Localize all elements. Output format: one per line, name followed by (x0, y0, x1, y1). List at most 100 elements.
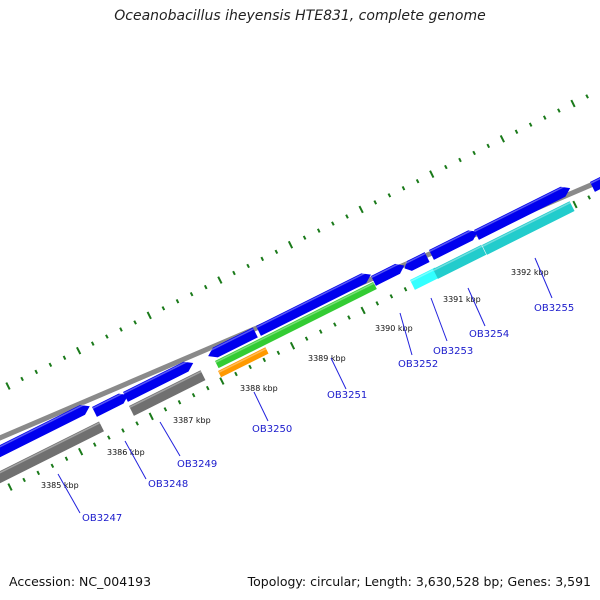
gene-arrow-inner-orange (218, 347, 269, 378)
outer-tick (189, 291, 194, 297)
inner-tick (78, 447, 84, 456)
outer-tick (444, 164, 448, 170)
gene-arrow-inner-cyan-1-shade (433, 245, 483, 272)
gene-arrow-ob3249 (123, 361, 194, 402)
inner-tick (148, 412, 154, 421)
outer-tick (458, 157, 462, 163)
gene-arrow-inner-green (215, 281, 377, 369)
gene-arrow-ob3255 (474, 186, 571, 240)
inner-tick (276, 350, 281, 356)
gene-arrow-ob3251-shade (256, 272, 366, 329)
outer-tick (48, 362, 53, 368)
gene-label: OB3248 (148, 479, 188, 490)
outer-tick (358, 205, 364, 214)
inner-tick (375, 301, 380, 306)
gene-label-connector (159, 421, 181, 457)
outer-tick (514, 129, 519, 134)
gene-arrow-ob3254-shade (429, 229, 473, 253)
gene-label: OB3249 (177, 459, 217, 470)
outer-tick (274, 249, 279, 255)
inner-tick (262, 357, 267, 363)
outer-tick (20, 376, 24, 382)
gene-label: OB3247 (82, 513, 122, 524)
gene-arrow-inner-cyan-1 (433, 244, 487, 279)
gene-arrow-inner-green-shade (215, 282, 375, 364)
scale-labels: 3385 kbp 3386 kbp 3387 kbp 3388 kbp 3389 kbp… (41, 268, 549, 490)
gene-label: OB3252 (398, 359, 438, 370)
outer-tick (486, 143, 491, 149)
outer-tick (429, 170, 435, 178)
inner-tick (289, 341, 296, 350)
gene-arrow-inner-orange-shade (218, 347, 267, 374)
outer-tick (217, 276, 223, 284)
gene-arrow-ob3252 (371, 263, 405, 286)
inner-tick (36, 470, 41, 476)
scale-label: 3391 kbp (443, 295, 481, 304)
gene-arrow-ob3248-shade (92, 392, 123, 410)
gene-arrow-inner-gray-2-shade (129, 370, 202, 409)
outer-tick (246, 263, 250, 269)
inner-tick (121, 428, 125, 433)
outer-tick (472, 150, 476, 156)
gene-arrow-inner-light-cyan-shade (410, 268, 437, 283)
gene-arrow-ob3247 (0, 404, 90, 458)
gene-label-connector (430, 297, 448, 342)
outer-tick (331, 221, 335, 226)
gene-arrow-inner-gray-1-shade (0, 422, 101, 474)
gene-label-connector (57, 473, 81, 514)
outer-tick (133, 320, 137, 325)
outer-tick (570, 99, 576, 108)
gene-label-connector (124, 440, 147, 480)
inner-tick (22, 477, 26, 483)
gene-features (0, 176, 600, 484)
inner-tick (64, 456, 69, 461)
outer-tick (316, 228, 321, 233)
gene-arrow-inner-light-cyan (410, 267, 440, 290)
scale-label: 3390 kbp (375, 324, 413, 333)
inner-tick (205, 385, 210, 391)
outer-tick (542, 115, 547, 120)
inner-tick (360, 306, 366, 315)
outer-tick (260, 256, 265, 262)
inner-tick (234, 371, 238, 377)
inner-tick (389, 294, 394, 299)
inner-tick (304, 336, 309, 341)
outer-tick (76, 346, 82, 355)
inner-tick (135, 421, 139, 426)
inner-tick (219, 377, 225, 385)
scale-label: 3392 kbp (511, 268, 549, 277)
gene-labels: OB3247 OB3248 OB3249 OB3250 OB3251 OB3252 OB32… (57, 257, 574, 524)
gene-label-connector (399, 312, 413, 356)
gene-label-connector (467, 287, 486, 327)
gene-arrow-inner-cyan-2 (482, 201, 575, 255)
outer-tick (146, 311, 152, 320)
outer-tick (232, 270, 236, 276)
gene-arrow-ob3253 (404, 252, 430, 271)
inner-tick (7, 483, 13, 491)
outer-tick (175, 299, 180, 304)
map-title: Oceanobacillus iheyensis HTE831, complet… (114, 8, 486, 24)
gene-arrow-ob3250-shade (210, 328, 254, 352)
outer-tick (373, 200, 378, 205)
outer-tick (203, 284, 208, 290)
inner-tick (333, 322, 337, 327)
outer-tick (415, 178, 420, 184)
gene-arrow-edge (590, 176, 600, 192)
gene-label-connector (330, 357, 347, 390)
gene-arrow-ob3247-shade (0, 404, 84, 448)
gene-arrow-inner-gray-2 (129, 370, 206, 416)
gene-label: OB3255 (534, 303, 574, 314)
outer-tick (287, 240, 294, 249)
outer-tick (401, 186, 406, 191)
scale-label: 3385 kbp (41, 481, 79, 490)
outer-tick (499, 134, 505, 143)
scale-label: 3386 kbp (107, 448, 145, 457)
gene-label: OB3254 (469, 329, 509, 340)
gene-label: OB3253 (433, 346, 473, 357)
gene-arrow-ob3252-shade (371, 263, 399, 279)
inner-tick (587, 195, 591, 200)
gene-arrow-inner-cyan-2-shade (482, 201, 571, 248)
gene-arrow-ob3251 (256, 273, 371, 336)
